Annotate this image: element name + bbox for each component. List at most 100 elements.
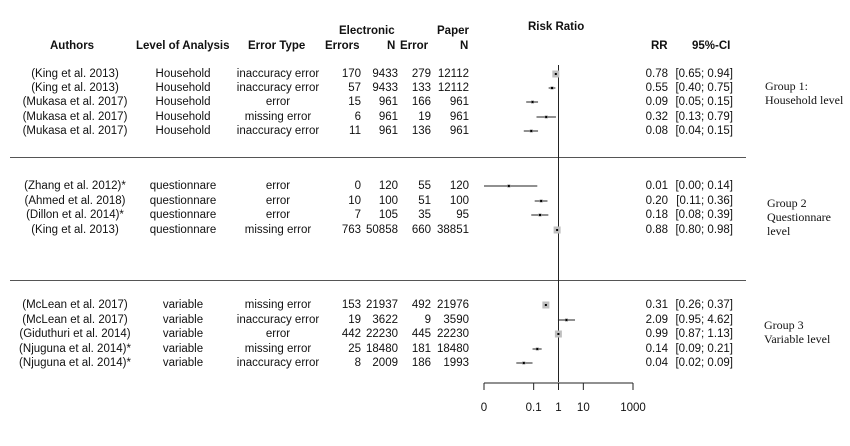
cell-e-n: 3622: [372, 314, 398, 326]
cell-ci: [0.65; 0.94]: [675, 68, 733, 80]
cell-ci: [0.80; 0.98]: [675, 224, 733, 236]
cell-p-n: 22230: [437, 328, 469, 340]
cell-e-err: 442: [341, 328, 361, 340]
cell-author: (Njuguna et al. 2014)*: [19, 357, 131, 369]
cell-rr: 0.18: [645, 209, 668, 221]
header-electronic: Electronic: [339, 25, 395, 37]
cell-p-err: 9: [424, 314, 431, 326]
cell-author: (King et al. 2013): [31, 68, 119, 80]
cell-author: (McLean et al. 2017): [22, 314, 128, 326]
cell-e-err: 10: [348, 195, 361, 207]
header-electronic-n: N: [387, 40, 396, 52]
group-2-label: Group 2 Questionnare level: [767, 196, 831, 238]
cell-p-n: 3590: [443, 314, 469, 326]
cell-p-err: 51: [418, 195, 431, 207]
x-tick-label: 1000: [620, 402, 646, 414]
group-1-label: Group 1: Household level: [765, 79, 844, 107]
cell-author: (King et al. 2013): [31, 82, 119, 94]
cell-e-err: 0: [354, 180, 361, 192]
cell-p-n: 95: [456, 209, 469, 221]
cell-error-type: missing error: [244, 111, 312, 123]
point-estimate: [556, 229, 559, 231]
point-estimate: [507, 185, 510, 187]
cell-level: Household: [155, 125, 211, 137]
cell-e-err: 11: [349, 125, 361, 137]
cell-e-n: 21937: [366, 299, 398, 311]
point-estimate: [522, 362, 525, 364]
cell-p-err: 55: [418, 180, 431, 192]
cell-level: variable: [162, 357, 204, 369]
point-estimate: [531, 101, 534, 103]
cell-error-type: error: [265, 195, 291, 207]
point-estimate: [530, 130, 533, 132]
cell-ci: [0.05; 0.15]: [675, 96, 733, 108]
header-rr: RR: [651, 40, 668, 52]
cell-level: Household: [155, 111, 211, 123]
cell-p-n: 1993: [443, 357, 469, 369]
cell-rr: 2.09: [645, 314, 668, 326]
point-estimate: [545, 116, 548, 118]
cell-p-err: 186: [411, 357, 431, 369]
cell-e-n: 9433: [372, 82, 398, 94]
cell-level: questionnare: [149, 195, 217, 207]
cell-error-type: error: [265, 180, 291, 192]
point-estimate: [544, 304, 547, 306]
cell-author: (Ahmed et al. 2018): [24, 195, 126, 207]
cell-level: Household: [155, 68, 211, 80]
cell-ci: [0.09; 0.21]: [675, 343, 733, 355]
cell-e-n: 50858: [366, 224, 398, 236]
cell-error-type: inaccuracy error: [236, 357, 320, 369]
cell-rr: 0.88: [645, 224, 668, 236]
cell-ci: [0.26; 0.37]: [675, 299, 733, 311]
cell-p-n: 12112: [437, 68, 469, 80]
cell-p-n: 100: [449, 195, 469, 207]
cell-e-err: 57: [348, 82, 361, 94]
cell-e-n: 105: [378, 209, 398, 221]
cell-e-n: 100: [378, 195, 398, 207]
cell-ci: [0.00; 0.14]: [675, 180, 733, 192]
cell-author: (Njuguna et al. 2014)*: [19, 343, 131, 355]
cell-ci: [0.02; 0.09]: [675, 357, 733, 369]
x-tick-label: 10: [577, 402, 590, 414]
cell-author: (Mukasa et al. 2017): [22, 125, 128, 137]
cell-e-err: 6: [354, 111, 361, 123]
cell-p-err: 35: [418, 209, 431, 221]
point-estimate: [539, 214, 542, 216]
point-estimate: [557, 333, 560, 335]
cell-p-n: 961: [449, 125, 469, 137]
cell-e-err: 19: [348, 314, 361, 326]
cell-rr: 0.78: [645, 68, 668, 80]
group-divider: [10, 157, 746, 158]
x-tick-label: 0: [481, 402, 487, 414]
header-paper-error: Error: [400, 40, 429, 52]
cell-e-err: 153: [341, 299, 361, 311]
cell-p-n: 961: [449, 111, 469, 123]
cell-author: (Zhang et al. 2012)*: [24, 180, 126, 192]
header-electronic-errors: Errors: [325, 40, 360, 52]
cell-rr: 0.04: [645, 357, 668, 369]
cell-level: questionnare: [149, 209, 217, 221]
cell-p-n: 12112: [437, 82, 469, 94]
cell-error-type: inaccuracy error: [236, 68, 320, 80]
cell-author: (McLean et al. 2017): [22, 299, 128, 311]
cell-p-err: 133: [411, 82, 431, 94]
header-paper: Paper: [437, 25, 469, 37]
cell-level: questionnare: [149, 224, 217, 236]
cell-p-n: 18480: [437, 343, 469, 355]
cell-rr: 0.20: [645, 195, 668, 207]
cell-level: variable: [162, 343, 204, 355]
cell-rr: 0.99: [645, 328, 668, 340]
cell-ci: [0.08; 0.39]: [675, 209, 733, 221]
cell-error-type: error: [265, 328, 291, 340]
cell-rr: 0.01: [645, 180, 668, 192]
cell-rr: 0.31: [645, 299, 668, 311]
cell-error-type: missing error: [244, 224, 312, 236]
cell-e-err: 15: [348, 96, 361, 108]
group-divider: [10, 280, 746, 281]
point-estimate: [554, 73, 557, 75]
header-authors: Authors: [50, 40, 95, 52]
cell-p-n: 21976: [437, 299, 469, 311]
cell-author: (Giduthuri et al. 2014): [19, 328, 131, 340]
cell-author: (King et al. 2013): [31, 224, 119, 236]
